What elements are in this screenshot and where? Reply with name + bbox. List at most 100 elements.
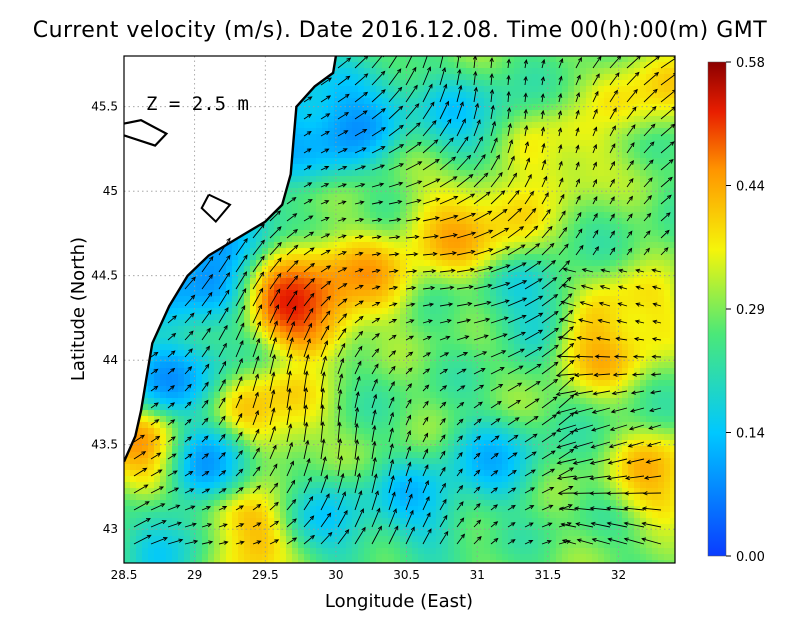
heat-cell — [352, 68, 359, 75]
heat-cell — [412, 302, 419, 309]
heat-cell — [526, 260, 533, 267]
heat-cell — [634, 350, 641, 357]
heat-cell — [226, 242, 233, 249]
heat-cell — [328, 212, 335, 219]
heat-cell — [550, 266, 557, 273]
heat-cell — [670, 368, 675, 375]
heat-cell — [598, 266, 605, 273]
heat-cell — [166, 338, 173, 345]
heat-cell — [550, 134, 557, 141]
heat-cell — [652, 68, 659, 75]
heat-cell — [178, 326, 185, 333]
heat-cell — [580, 62, 587, 69]
heat-cell — [382, 236, 389, 243]
heat-cell — [340, 176, 347, 183]
heat-cell — [550, 104, 557, 111]
heat-cell — [520, 176, 527, 183]
heat-cell — [574, 188, 581, 195]
heat-cell — [664, 290, 671, 297]
heat-cell — [406, 170, 413, 177]
heat-cell — [490, 212, 497, 219]
heat-cell — [616, 206, 623, 213]
heat-cell — [586, 254, 593, 261]
heat-cell — [538, 308, 545, 315]
heat-cell — [502, 302, 509, 309]
heat-cell — [664, 362, 671, 369]
heat-cell — [478, 278, 485, 285]
heat-cell — [640, 188, 647, 195]
heat-cell — [346, 368, 353, 375]
heat-cell — [148, 374, 155, 381]
heat-cell — [346, 362, 353, 369]
heat-cell — [574, 272, 581, 279]
heat-cell — [364, 212, 371, 219]
heat-cell — [214, 338, 221, 345]
heat-cell — [268, 254, 275, 261]
heat-cell — [226, 284, 233, 291]
heat-cell — [664, 338, 671, 345]
heat-cell — [412, 134, 419, 141]
heat-cell — [472, 170, 479, 177]
heat-cell — [262, 308, 269, 315]
heat-cell — [658, 236, 665, 243]
heat-cell — [232, 290, 239, 297]
heat-cell — [592, 362, 599, 369]
heat-cell — [154, 356, 161, 363]
heat-cell — [466, 224, 473, 231]
heat-cell — [652, 128, 659, 135]
heat-cell — [304, 122, 311, 129]
heat-cell — [448, 224, 455, 231]
heat-cell — [544, 158, 551, 165]
heat-cell — [394, 224, 401, 231]
heat-cell — [586, 260, 593, 267]
heat-cell — [670, 248, 675, 255]
heat-cell — [184, 380, 191, 387]
heat-cell — [616, 56, 623, 63]
heat-cell — [412, 314, 419, 321]
heat-cell — [448, 242, 455, 249]
heat-cell — [238, 368, 245, 375]
heat-cell — [592, 350, 599, 357]
heat-cell — [490, 140, 497, 147]
heat-cell — [196, 302, 203, 309]
heat-cell — [430, 152, 437, 159]
heat-cell — [286, 380, 293, 387]
heat-cell — [640, 164, 647, 171]
heat-cell — [412, 152, 419, 159]
heat-cell — [298, 338, 305, 345]
heat-cell — [646, 224, 653, 231]
heat-cell — [532, 332, 539, 339]
heat-cell — [394, 140, 401, 147]
heat-cell — [514, 260, 521, 267]
heat-cell — [388, 170, 395, 177]
heat-cell — [580, 374, 587, 381]
heat-cell — [382, 266, 389, 273]
heat-cell — [520, 272, 527, 279]
heat-cell — [370, 308, 377, 315]
heat-cell — [244, 320, 251, 327]
heat-cell — [604, 344, 611, 351]
heat-cell — [292, 134, 299, 141]
heat-cell — [172, 368, 179, 375]
heat-cell — [214, 266, 221, 273]
heat-cell — [670, 302, 675, 309]
heat-cell — [610, 104, 617, 111]
heat-cell — [556, 134, 563, 141]
heat-cell — [334, 302, 341, 309]
heat-cell — [454, 170, 461, 177]
heat-cell — [298, 152, 305, 159]
heat-cell — [622, 194, 629, 201]
heat-cell — [574, 248, 581, 255]
heat-cell — [424, 152, 431, 159]
heat-cell — [484, 344, 491, 351]
heat-cell — [196, 320, 203, 327]
heat-cell — [550, 248, 557, 255]
heat-cell — [322, 200, 329, 207]
heat-cell — [406, 152, 413, 159]
heat-cell — [532, 212, 539, 219]
heat-cell — [346, 224, 353, 231]
heat-cell — [418, 236, 425, 243]
heat-cell — [640, 62, 647, 69]
heat-cell — [352, 122, 359, 129]
heat-cell — [658, 326, 665, 333]
